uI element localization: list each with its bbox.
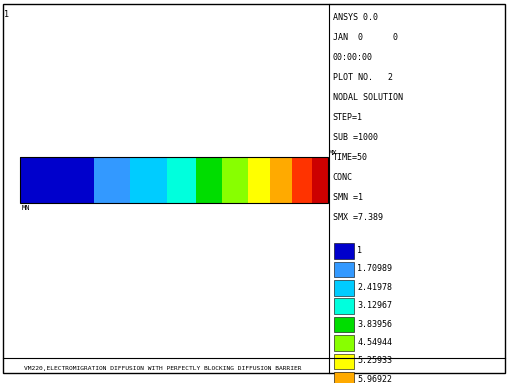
Text: 4.54944: 4.54944 xyxy=(357,338,392,347)
Text: CONC: CONC xyxy=(333,173,353,182)
Bar xyxy=(196,157,221,203)
Bar xyxy=(20,157,93,203)
Text: TIME=50: TIME=50 xyxy=(333,153,368,162)
Bar xyxy=(292,157,312,203)
Text: 2.41978: 2.41978 xyxy=(357,283,392,292)
Bar xyxy=(334,280,354,296)
Text: 1: 1 xyxy=(357,246,362,255)
Text: 1.70989: 1.70989 xyxy=(357,264,392,273)
Bar xyxy=(130,157,167,203)
Text: 3.83956: 3.83956 xyxy=(357,319,392,329)
Bar xyxy=(93,157,130,203)
Text: SUB =1000: SUB =1000 xyxy=(333,133,378,142)
Text: VM220,ELECTROMIGRATION DIFFUSION WITH PERFECTLY BLOCKING DIFFUSION BARRIER: VM220,ELECTROMIGRATION DIFFUSION WITH PE… xyxy=(24,366,301,371)
Text: ANSYS 0.0: ANSYS 0.0 xyxy=(333,13,378,22)
Text: SMN =1: SMN =1 xyxy=(333,193,363,201)
Text: 00:00:00: 00:00:00 xyxy=(333,53,373,62)
Text: 3.12967: 3.12967 xyxy=(357,301,392,310)
Text: PLOT NO.   2: PLOT NO. 2 xyxy=(333,73,393,82)
Text: NODAL SOLUTION: NODAL SOLUTION xyxy=(333,93,403,102)
Bar xyxy=(334,298,354,314)
Text: MX: MX xyxy=(329,150,338,156)
Bar xyxy=(20,157,328,203)
Bar xyxy=(334,243,354,259)
Text: MN: MN xyxy=(21,205,30,211)
Bar xyxy=(334,335,354,351)
Bar xyxy=(221,157,248,203)
Bar xyxy=(270,157,292,203)
Text: JAN  0      0: JAN 0 0 xyxy=(333,33,398,42)
Text: 5.25933: 5.25933 xyxy=(357,356,392,365)
Text: STEP=1: STEP=1 xyxy=(333,113,363,122)
Text: 1: 1 xyxy=(4,10,9,18)
Bar xyxy=(312,157,328,203)
Bar xyxy=(167,157,196,203)
Bar xyxy=(334,372,354,383)
Bar xyxy=(334,317,354,332)
Bar xyxy=(248,157,270,203)
Text: SMX =7.389: SMX =7.389 xyxy=(333,213,383,221)
Bar xyxy=(334,354,354,369)
Text: 5.96922: 5.96922 xyxy=(357,375,392,383)
Bar xyxy=(334,262,354,277)
